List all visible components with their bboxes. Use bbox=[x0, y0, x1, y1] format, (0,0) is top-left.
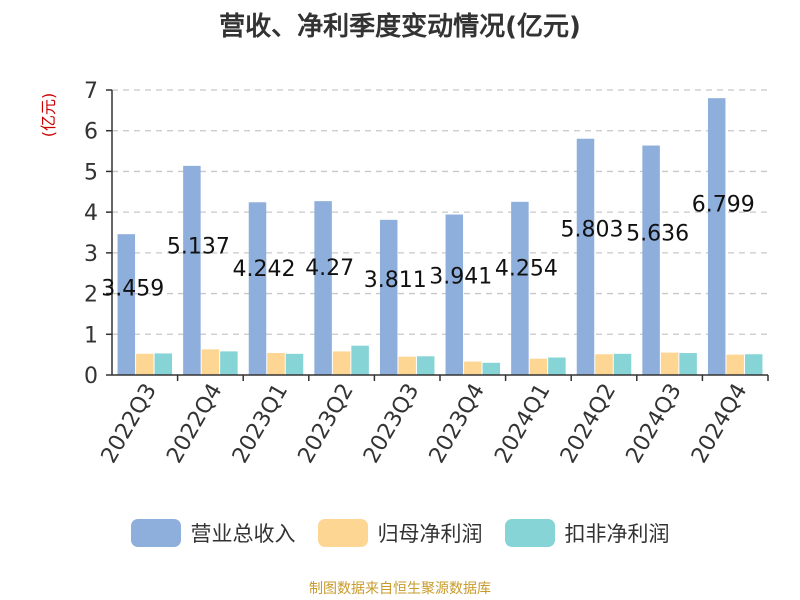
bar-net-profit bbox=[464, 361, 482, 375]
bar-net-profit bbox=[660, 352, 679, 375]
x-tick-label: 2024Q2 bbox=[556, 380, 621, 468]
bar-revenue bbox=[248, 202, 267, 375]
data-label: 4.27 bbox=[305, 256, 354, 281]
legend: 营业总收入 归母净利润 扣非净利润 bbox=[0, 518, 800, 548]
bar-deducted-net-profit bbox=[285, 353, 304, 375]
bar-revenue bbox=[707, 98, 726, 376]
legend-swatch bbox=[130, 519, 181, 547]
bar-deducted-net-profit bbox=[154, 353, 173, 375]
chart-title: 营收、净利季度变动情况(亿元) bbox=[219, 12, 581, 42]
x-tick-label: 2024Q1 bbox=[490, 380, 555, 468]
data-label: 5.137 bbox=[167, 234, 230, 259]
data-label: 4.254 bbox=[495, 257, 558, 282]
y-tick-label: 6 bbox=[84, 120, 98, 145]
bar-revenue bbox=[576, 138, 595, 375]
source-note: 制图数据来自恒生聚源数据库 bbox=[309, 581, 491, 597]
x-tick-label: 2023Q2 bbox=[293, 380, 358, 468]
data-label: 3.941 bbox=[429, 265, 492, 290]
bar-deducted-net-profit bbox=[351, 345, 369, 375]
bar-deducted-net-profit bbox=[548, 357, 566, 375]
bar-net-profit bbox=[267, 353, 285, 375]
y-tick-label: 0 bbox=[84, 364, 98, 389]
bar-revenue bbox=[117, 234, 136, 375]
bar-net-profit bbox=[595, 354, 613, 375]
legend-label: 营业总收入 bbox=[190, 522, 296, 546]
bar-deducted-net-profit bbox=[220, 351, 238, 375]
legend-label: 扣非净利润 bbox=[564, 522, 670, 546]
gridlines bbox=[112, 89, 768, 335]
data-label: 3.811 bbox=[364, 268, 427, 293]
bar-deducted-net-profit bbox=[744, 354, 763, 375]
y-tick-label: 1 bbox=[84, 323, 98, 348]
bar-net-profit bbox=[726, 354, 744, 375]
data-label: 6.799 bbox=[692, 192, 755, 217]
legend-swatch bbox=[317, 519, 368, 547]
data-label: 4.242 bbox=[233, 257, 296, 282]
bar-revenue bbox=[445, 214, 464, 375]
y-tick-label: 3 bbox=[84, 242, 98, 267]
bar-revenue bbox=[511, 201, 529, 375]
x-tick-label: 2023Q3 bbox=[359, 380, 424, 468]
bar-deducted-net-profit bbox=[679, 353, 697, 375]
bar-deducted-net-profit bbox=[613, 353, 632, 375]
data-label: 5.803 bbox=[561, 218, 624, 243]
y-tick-label: 2 bbox=[84, 283, 98, 308]
x-tick-label: 2024Q4 bbox=[687, 380, 752, 468]
bar-deducted-net-profit bbox=[416, 356, 435, 375]
x-tick-label: 2022Q3 bbox=[97, 380, 162, 468]
y-tick-label: 4 bbox=[84, 201, 98, 226]
bar-revenue bbox=[379, 219, 398, 375]
data-label: 5.636 bbox=[626, 222, 689, 247]
bar-net-profit bbox=[332, 351, 351, 375]
bar-net-profit bbox=[529, 358, 548, 375]
legend-item[interactable]: 扣非净利润 bbox=[504, 518, 670, 548]
y-tick-label: 5 bbox=[84, 160, 98, 185]
bar-deducted-net-profit bbox=[482, 362, 501, 375]
bar-net-profit bbox=[201, 349, 220, 375]
data-label: 3.459 bbox=[101, 277, 164, 302]
legend-label: 归母净利润 bbox=[377, 522, 483, 546]
legend-swatch bbox=[504, 519, 555, 547]
bar-revenue bbox=[642, 145, 660, 375]
y-tick-label: 7 bbox=[84, 79, 98, 104]
legend-item[interactable]: 归母净利润 bbox=[317, 518, 483, 548]
x-tick-label: 2023Q4 bbox=[425, 380, 490, 468]
x-tick-label: 2024Q3 bbox=[621, 380, 686, 468]
x-tick-label: 2022Q4 bbox=[162, 380, 227, 468]
y-axis-title: (亿元) bbox=[39, 93, 58, 138]
bars bbox=[117, 98, 763, 376]
legend-item[interactable]: 营业总收入 bbox=[130, 518, 296, 548]
bar-net-profit bbox=[136, 353, 154, 375]
bar-net-profit bbox=[398, 356, 416, 375]
bar-revenue bbox=[183, 165, 201, 375]
bar-revenue bbox=[314, 201, 332, 375]
x-tick-label: 2023Q1 bbox=[228, 380, 293, 468]
